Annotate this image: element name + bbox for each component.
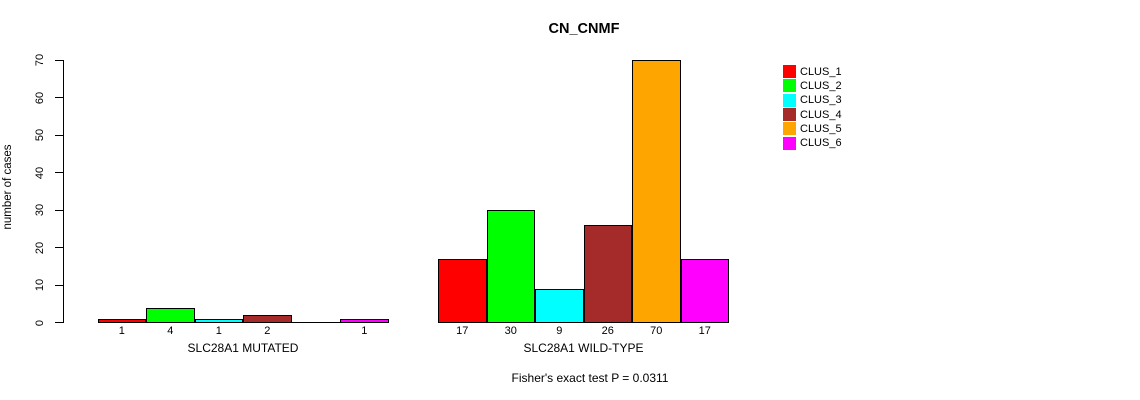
legend-label: CLUS_6 — [800, 137, 842, 150]
y-tick-mark — [55, 59, 64, 61]
legend-item-clus_2: CLUS_2 — [783, 79, 842, 93]
zero-bar-clus_5-group1 — [291, 321, 340, 323]
y-tick-mark — [55, 322, 64, 323]
annotation-fisher-test: Fisher's exact test P = 0.0311 — [511, 370, 669, 385]
legend-swatch — [783, 93, 796, 107]
bar-clus_5-group2 — [632, 60, 681, 323]
bar-clus_6-group2 — [680, 258, 729, 323]
y-axis-line — [63, 59, 64, 323]
y-tick-mark — [55, 247, 64, 248]
y-tick-label: 0 — [34, 319, 46, 326]
y-tick-mark — [55, 209, 64, 211]
y-tick-label: 30 — [34, 203, 46, 217]
y-tick-mark — [55, 97, 64, 98]
bar-clus_1-group2 — [438, 258, 487, 323]
bar-value-label: 1 — [361, 324, 368, 337]
legend-item-clus_3: CLUS_3 — [783, 93, 842, 107]
bar-clus_3-group2 — [535, 288, 584, 323]
bar-clus_4-group1 — [243, 315, 292, 323]
bar-value-label: 26 — [601, 324, 614, 337]
legend-item-clus_6: CLUS_6 — [783, 136, 842, 150]
legend-label: CLUS_5 — [800, 122, 842, 135]
y-tick-label: 50 — [34, 128, 46, 142]
bar-value-label: 70 — [650, 324, 663, 337]
bar-value-label: 9 — [556, 324, 563, 337]
bar-value-label: 1 — [118, 324, 125, 337]
group-label-2: SLC28A1 WILD-TYPE — [523, 341, 644, 355]
chart-title: CN_CNMF — [548, 21, 620, 37]
bar-clus_3-group1 — [194, 318, 243, 323]
y-tick-label: 10 — [34, 278, 46, 292]
legend-label: CLUS_2 — [800, 79, 842, 92]
group-label-1: SLC28A1 MUTATED — [187, 341, 299, 355]
legend-swatch — [783, 65, 796, 79]
bar-value-label: 30 — [504, 324, 517, 337]
legend-label: CLUS_1 — [800, 65, 842, 78]
legend-item-clus_4: CLUS_4 — [783, 107, 842, 122]
y-tick-mark — [55, 134, 64, 136]
y-tick-label: 20 — [34, 241, 46, 254]
bar-clus_4-group2 — [583, 225, 632, 323]
legend-label: CLUS_3 — [800, 94, 842, 107]
bar-value-label: 4 — [167, 324, 174, 337]
legend-swatch — [783, 108, 796, 122]
legend-swatch — [783, 122, 796, 136]
bar-clus_2-group2 — [486, 210, 535, 323]
y-tick-mark — [55, 284, 64, 286]
bar-clus_2-group1 — [146, 307, 195, 323]
y-tick-mark — [55, 172, 64, 173]
bar-value-label: 1 — [215, 324, 222, 337]
legend: CLUS_1 CLUS_2 CLUS_3 CLUS_4 CLUS_5 CLUS_6 — [783, 65, 842, 151]
legend-swatch — [783, 136, 796, 150]
bar-clus_6-group1 — [340, 318, 389, 323]
bar-value-label: 2 — [264, 324, 271, 337]
y-tick-label: 60 — [34, 91, 46, 104]
y-tick-label: 40 — [34, 166, 46, 179]
bar-value-label: 17 — [698, 324, 711, 337]
y-axis-label: number of cases — [2, 144, 14, 230]
legend-swatch — [783, 79, 796, 93]
legend-label: CLUS_4 — [800, 108, 842, 121]
legend-item-clus_1: CLUS_1 — [783, 65, 842, 79]
bar-clus_1-group1 — [97, 318, 146, 323]
legend-item-clus_5: CLUS_5 — [783, 122, 842, 136]
bar-value-label: 17 — [456, 324, 469, 337]
y-tick-label: 70 — [34, 53, 46, 67]
